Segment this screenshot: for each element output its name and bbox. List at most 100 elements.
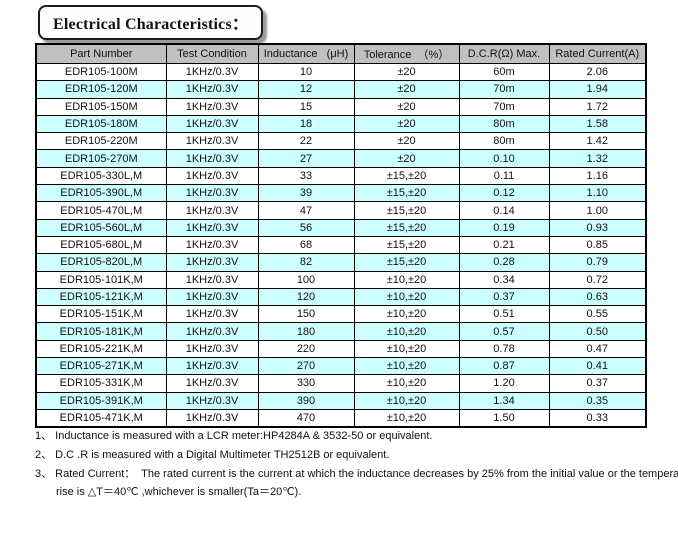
- table-cell: ±20: [353, 132, 460, 151]
- table-cell: 0.12: [458, 184, 550, 203]
- table-row: EDR105-391K,M 1KHz/0.3V 390 ±10,±20 1.34 0.35: [35, 391, 647, 410]
- column-header: Inductance (μH): [257, 43, 355, 64]
- table-cell: 22: [257, 132, 355, 151]
- table-row: EDR105-270M 1KHz/0.3V 27 ±20 0.10 1.32: [35, 149, 647, 168]
- table-cell: EDR105-150M: [35, 97, 167, 116]
- table-cell: ±20: [353, 80, 460, 99]
- table-row: EDR105-330L,M 1KHz/0.3V 33 ±15,±20 0.11 1.16: [35, 166, 647, 186]
- table-cell: EDR105-220M: [35, 132, 167, 151]
- table-cell: 0.50: [548, 322, 647, 341]
- table-cell: 1KHz/0.3V: [165, 184, 259, 203]
- table-row: EDR105-220M 1KHz/0.3V 22 ±20 80m 1.42: [35, 132, 647, 151]
- table-cell: ±15,±20: [353, 166, 460, 186]
- table-cell: ±10,±20: [353, 305, 460, 324]
- table-cell: 0.93: [548, 218, 647, 237]
- table-cell: ±10,±20: [353, 287, 460, 307]
- table-cell: ±10,±20: [353, 357, 460, 376]
- table-cell: EDR105-100M: [35, 62, 167, 82]
- table-cell: 0.41: [548, 357, 647, 376]
- table-cell: 0.72: [548, 270, 647, 289]
- table-cell: ±10,±20: [353, 322, 460, 341]
- table-cell: ±10,±20: [353, 339, 460, 359]
- table-cell: 1KHz/0.3V: [165, 339, 259, 359]
- table-cell: 1.58: [548, 114, 647, 134]
- table-cell: 1.10: [548, 184, 647, 203]
- footnote-line: 3、 Rated Current： The rated current is t…: [35, 467, 678, 480]
- table-cell: 1.94: [548, 80, 647, 99]
- table-cell: 1.00: [548, 201, 647, 220]
- table-cell: 1KHz/0.3V: [165, 114, 259, 134]
- table-row: EDR105-331K,M 1KHz/0.3V 330 ±10,±20 1.20 0.37: [35, 374, 647, 393]
- table-cell: 68: [257, 235, 355, 255]
- table-cell: 1KHz/0.3V: [165, 270, 259, 289]
- table-cell: 0.78: [458, 339, 550, 359]
- table-cell: 0.34: [458, 270, 550, 289]
- table-row: EDR105-150M 1KHz/0.3V 15 ±20 70m 1.72: [35, 97, 647, 116]
- table-row: EDR105-120M 1KHz/0.3V 12 ±20 70m 1.94: [35, 80, 647, 99]
- section-title: Electrical Characteristics：: [53, 16, 249, 33]
- table-cell: EDR105-471K,M: [35, 408, 167, 428]
- table-cell: EDR105-121K,M: [35, 287, 167, 307]
- column-header: D.C.R(Ω) Max.: [458, 43, 550, 64]
- table-cell: 0.47: [548, 339, 647, 359]
- table-cell: 470: [257, 408, 355, 428]
- table-cell: 1KHz/0.3V: [165, 253, 259, 272]
- footnotes: 1、 Inductance is measured with a LCR met…: [35, 430, 678, 505]
- table-cell: 70m: [458, 97, 550, 116]
- table-cell: 180: [257, 322, 355, 341]
- table-row: EDR105-100M 1KHz/0.3V 10 ±20 60m 2.06: [35, 62, 647, 82]
- table-row: EDR105-121K,M 1KHz/0.3V 120 ±10,±20 0.37 0.63: [35, 287, 647, 307]
- section-title-box: Electrical Characteristics：: [38, 5, 264, 40]
- table-cell: 1KHz/0.3V: [165, 62, 259, 82]
- table-row: EDR105-680L,M 1KHz/0.3V 68 ±15,±20 0.21 0.85: [35, 235, 647, 255]
- table-cell: 0.10: [458, 149, 550, 168]
- table-cell: 0.57: [458, 322, 550, 341]
- table-cell: 270: [257, 357, 355, 376]
- table-cell: EDR105-271K,M: [35, 357, 167, 376]
- table-cell: 1.16: [548, 166, 647, 186]
- table-row: EDR105-181K,M 1KHz/0.3V 180 ±10,±20 0.57 0.50: [35, 322, 647, 341]
- table-cell: 0.85: [548, 235, 647, 255]
- table-cell: 56: [257, 218, 355, 237]
- table-cell: 33: [257, 166, 355, 186]
- table-cell: 1KHz/0.3V: [165, 218, 259, 237]
- table-cell: 1KHz/0.3V: [165, 149, 259, 168]
- table-cell: 1KHz/0.3V: [165, 322, 259, 341]
- table-cell: 0.28: [458, 253, 550, 272]
- table-row: EDR105-820L,M 1KHz/0.3V 82 ±15,±20 0.28 0.79: [35, 253, 647, 272]
- table-cell: 80m: [458, 114, 550, 134]
- table-cell: EDR105-270M: [35, 149, 167, 168]
- table-cell: 1.20: [458, 374, 550, 393]
- table-row: EDR105-180M 1KHz/0.3V 18 ±20 80m 1.58: [35, 114, 647, 134]
- table-cell: 100: [257, 270, 355, 289]
- table-row: EDR105-470L,M 1KHz/0.3V 47 ±15,±20 0.14 1.00: [35, 201, 647, 220]
- table-row: EDR105-560L,M 1KHz/0.3V 56 ±15,±20 0.19 0.93: [35, 218, 647, 237]
- table-header-row: Part Number Test Condition Inductance (μH)…: [35, 43, 647, 64]
- table-cell: 1KHz/0.3V: [165, 97, 259, 116]
- table-cell: EDR105-331K,M: [35, 374, 167, 393]
- table-cell: EDR105-390L,M: [35, 184, 167, 203]
- table-cell: 1KHz/0.3V: [165, 287, 259, 307]
- table-cell: 27: [257, 149, 355, 168]
- table-cell: 0.21: [458, 235, 550, 255]
- table-cell: 1KHz/0.3V: [165, 235, 259, 255]
- column-header: Test Condition: [165, 43, 259, 64]
- table-row: EDR105-221K,M 1KHz/0.3V 220 ±10,±20 0.78 0.47: [35, 339, 647, 359]
- table-cell: EDR105-221K,M: [35, 339, 167, 359]
- table-cell: ±10,±20: [353, 408, 460, 428]
- table-cell: 0.35: [548, 391, 647, 410]
- table-cell: 0.37: [548, 374, 647, 393]
- table-cell: 0.19: [458, 218, 550, 237]
- table-cell: 60m: [458, 62, 550, 82]
- table-cell: EDR105-330L,M: [35, 166, 167, 186]
- table-cell: 39: [257, 184, 355, 203]
- table-cell: ±15,±20: [353, 235, 460, 255]
- table-cell: 1.42: [548, 132, 647, 151]
- table-cell: ±15,±20: [353, 201, 460, 220]
- table-cell: EDR105-151K,M: [35, 305, 167, 324]
- table-cell: 15: [257, 97, 355, 116]
- table-cell: ±15,±20: [353, 184, 460, 203]
- table-cell: 0.55: [548, 305, 647, 324]
- table-cell: 70m: [458, 80, 550, 99]
- table-cell: 1KHz/0.3V: [165, 357, 259, 376]
